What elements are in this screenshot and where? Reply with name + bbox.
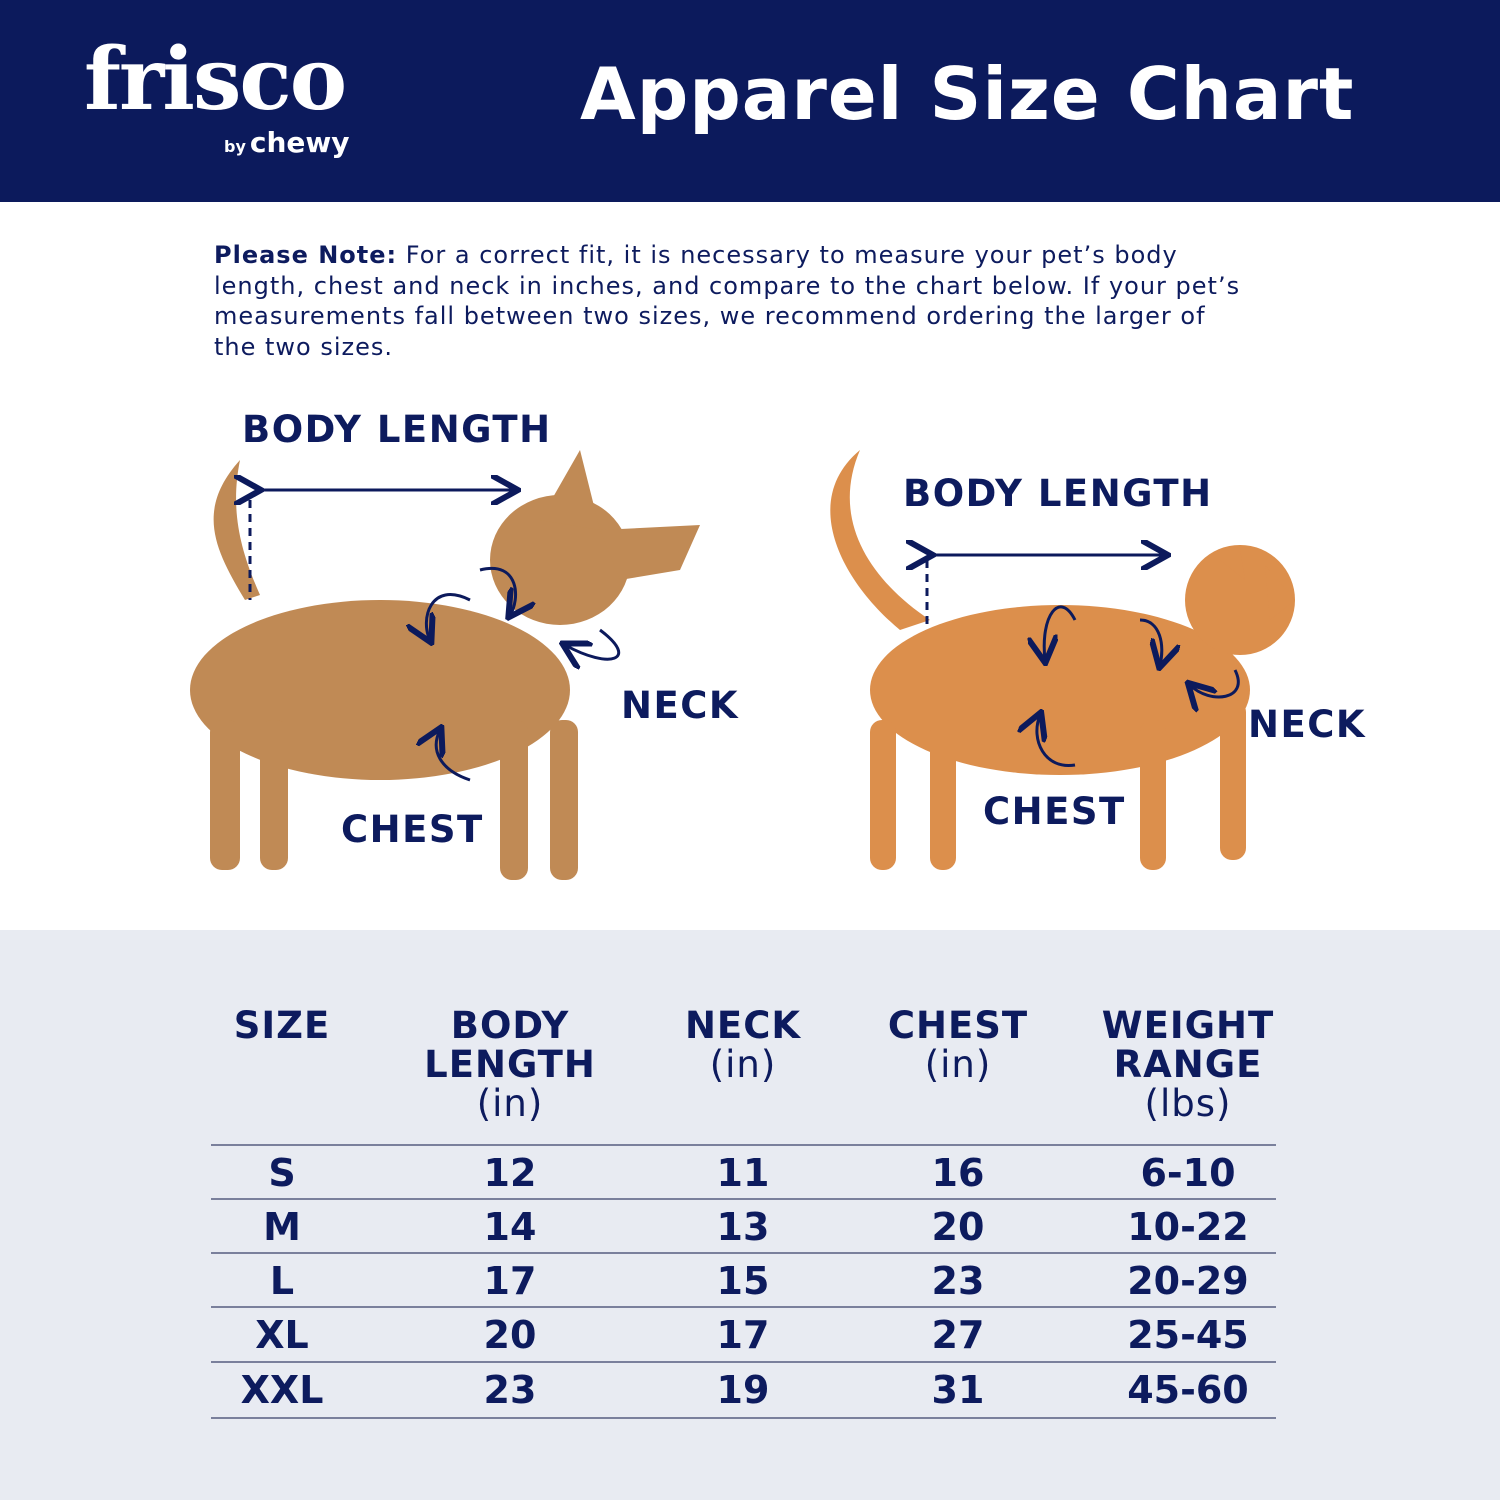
dog-image (190, 450, 700, 880)
column-header-weight-range: WEIGHT RANGE (lbs) (1101, 1004, 1275, 1125)
cell-body-length: 17 (483, 1259, 537, 1303)
dog-neck-label: NECK (621, 684, 740, 727)
cat-neck-label: NECK (1248, 703, 1367, 746)
cell-size: L (269, 1259, 295, 1303)
cell-neck: 13 (716, 1205, 770, 1249)
dog-body-length-label: BODY LENGTH (242, 408, 552, 451)
cell-neck: 15 (716, 1259, 770, 1303)
cell-body-length: 20 (483, 1313, 537, 1357)
cell-chest: 20 (931, 1205, 985, 1249)
cell-body-length: 23 (483, 1368, 537, 1412)
cell-chest: 16 (931, 1151, 985, 1195)
table-row: M 14 13 20 10-22 (211, 1198, 1276, 1254)
table-row: XL 20 17 27 25-45 (211, 1306, 1276, 1362)
column-header-neck: NECK (in) (684, 1004, 802, 1086)
pet-measurement-illustration (190, 450, 1295, 880)
header-banner: frisco by chewy Apparel Size Chart (0, 0, 1500, 202)
cell-weight-range: 45-60 (1127, 1368, 1249, 1412)
cell-chest: 23 (931, 1259, 985, 1303)
table-row: S 12 11 16 6-10 (211, 1144, 1276, 1200)
cat-body-length-label: BODY LENGTH (903, 472, 1213, 515)
cell-chest: 27 (931, 1313, 985, 1357)
size-table-section (0, 930, 1500, 1500)
cat-chest-label: CHEST (983, 790, 1126, 833)
cell-size: XXL (240, 1368, 324, 1412)
cell-weight-range: 25-45 (1127, 1313, 1249, 1357)
cell-weight-range: 20-29 (1127, 1259, 1249, 1303)
cell-weight-range: 6-10 (1140, 1151, 1236, 1195)
cell-size: S (268, 1151, 296, 1195)
cell-size: XL (255, 1313, 309, 1357)
column-header-body-length: BODY LENGTH (in) (424, 1004, 596, 1125)
page-title: Apparel Size Chart (580, 52, 1355, 136)
dog-chest-label: CHEST (341, 808, 484, 851)
cell-neck: 17 (716, 1313, 770, 1357)
cell-body-length: 14 (483, 1205, 537, 1249)
column-header-size: SIZE (233, 1004, 331, 1047)
cell-weight-range: 10-22 (1127, 1205, 1249, 1249)
table-row: XXL 23 19 31 45-60 (211, 1361, 1276, 1419)
column-header-chest: CHEST (in) (887, 1004, 1029, 1086)
cell-neck: 11 (716, 1151, 770, 1195)
please-note: Please Note: For a correct fit, it is ne… (214, 241, 1241, 361)
frisco-logo: frisco by chewy (84, 29, 350, 160)
cell-neck: 19 (716, 1368, 770, 1412)
cell-body-length: 12 (483, 1151, 537, 1195)
cell-chest: 31 (931, 1368, 985, 1412)
cell-size: M (263, 1205, 301, 1249)
table-row: L 17 15 23 20-29 (211, 1252, 1276, 1308)
